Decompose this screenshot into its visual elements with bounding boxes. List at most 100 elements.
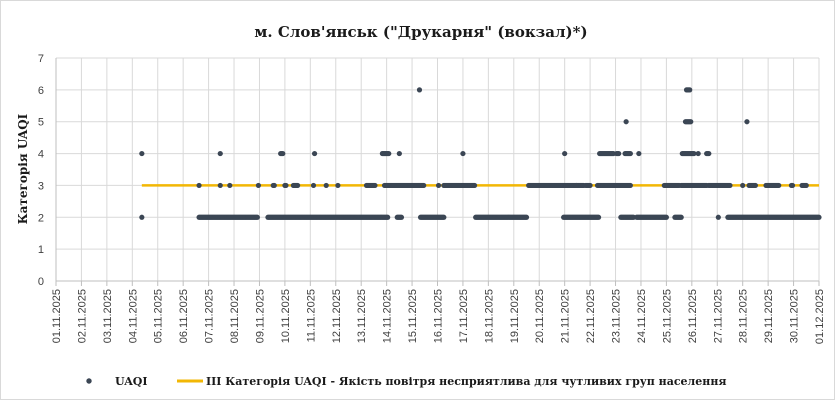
uaqi-point [295,182,301,189]
x-tick-label: 29.11.2025 [763,289,775,343]
uaqi-point [587,182,593,189]
x-tick-label: 05.11.2025 [153,289,165,343]
uaqi-point [691,150,697,157]
uaqi-point [688,119,694,125]
uaqi-point [396,150,402,157]
x-tick-label: 02.11.2025 [76,289,88,343]
x-tick-label: 12.11.2025 [331,289,343,343]
uaqi-point [441,214,447,220]
uaqi-point [386,150,392,157]
x-tick-label: 16.11.2025 [433,289,445,343]
uaqi-point [196,182,202,189]
uaqi-point [471,182,478,189]
points-layer [139,87,822,220]
uaqi-point [416,87,423,93]
uaqi-point [744,119,750,125]
legend: UAQI III Категорія UAQI - Якість повітря… [86,375,727,388]
uaqi-point [372,182,378,189]
axis-layer: 0 1 2 3 4 5 6 7 01.11.2025 02.11.2025 03.11.2025 04… [38,53,826,344]
x-tick-label: 19.11.2025 [509,289,521,343]
uaqi-point [280,150,286,157]
uaqi-point [385,214,391,220]
uaqi-point [687,87,693,93]
uaqi-point [695,150,701,157]
x-tick-label: 20.11.2025 [534,289,546,343]
y-tick-label: 1 [38,244,44,256]
x-tick-label: 18.11.2025 [483,289,495,343]
uaqi-point [398,214,405,220]
uaqi-point [616,150,622,157]
x-tick-label: 13.11.2025 [356,289,368,343]
x-tick-label: 30.11.2025 [789,289,801,343]
uaqi-point [562,150,568,157]
x-tick-label: 09.11.2025 [254,289,266,343]
uaqi-point [776,182,782,189]
uaqi-point [627,182,633,189]
uaqi-point [460,150,466,157]
uaqi-point [421,182,427,189]
x-tick-label: 25.11.2025 [661,289,673,343]
uaqi-point [271,182,277,189]
y-tick-label: 4 [38,149,44,161]
uaqi-point [727,182,733,189]
uaqi-point [254,214,260,220]
y-tick-label: 2 [38,212,44,224]
uaqi-point [139,150,145,157]
x-tick-label: 24.11.2025 [636,289,648,343]
legend-marker-uaqi [86,378,92,384]
legend-label-uaqi: UAQI [115,375,148,388]
x-tick-label: 22.11.2025 [585,289,597,343]
uaqi-point [623,119,629,125]
x-tick-label: 17.11.2025 [458,289,470,343]
uaqi-point [283,182,289,189]
uaqi-point [636,150,642,157]
x-tick-label: 03.11.2025 [102,289,114,343]
x-tick-label: 14.11.2025 [382,289,394,343]
uaqi-point [311,150,318,157]
uaqi-point [816,214,822,220]
x-tick-label: 01.12.2025 [814,289,826,344]
uaqi-point [715,214,721,220]
uaqi-point [335,182,341,189]
uaqi-point [227,182,233,189]
uaqi-point [789,182,796,189]
y-tick-label: 5 [38,117,44,129]
x-tick-label: 10.11.2025 [280,289,292,343]
uaqi-point [595,214,602,220]
uaqi-point [435,182,442,189]
grid-layer [56,57,820,281]
uaqi-point [663,214,670,220]
x-tick-label: 11.11.2025 [305,289,317,342]
uaqi-point [217,182,223,189]
uaqi-point [323,182,329,189]
y-axis-label: Категорія UAQI [16,113,30,224]
x-tick-label: 07.11.2025 [204,289,216,343]
uaqi-point [310,182,317,189]
uaqi-point [573,182,579,189]
uaqi-point [255,182,262,189]
y-tick-label: 7 [38,53,44,65]
uaqi-point [139,214,145,220]
uaqi-point [803,182,809,189]
y-tick-label: 3 [38,180,44,192]
uaqi-point [706,150,712,157]
x-tick-label: 28.11.2025 [738,289,750,343]
uaqi-point [523,214,530,220]
x-tick-label: 01.11.2025 [51,289,63,343]
uaqi-point [217,150,223,157]
x-tick-label: 15.11.2025 [407,289,419,343]
x-tick-label: 23.11.2025 [611,289,623,343]
uaqi-point [627,150,633,157]
uaqi-point [752,182,759,189]
y-tick-label: 0 [38,276,44,288]
x-tick-label: 08.11.2025 [229,289,241,343]
x-tick-label: 06.11.2025 [178,289,190,343]
x-tick-label: 04.11.2025 [127,289,139,343]
x-tick-label: 21.11.2025 [560,289,572,343]
chart-title: м. Слов'янськ ("Друкарня" (вокзал)*) [254,23,587,41]
legend-label-threshold: III Категорія UAQI - Якість повітря несп… [206,375,727,388]
uaqi-point [678,214,684,220]
x-tick-label: 27.11.2025 [712,289,724,343]
